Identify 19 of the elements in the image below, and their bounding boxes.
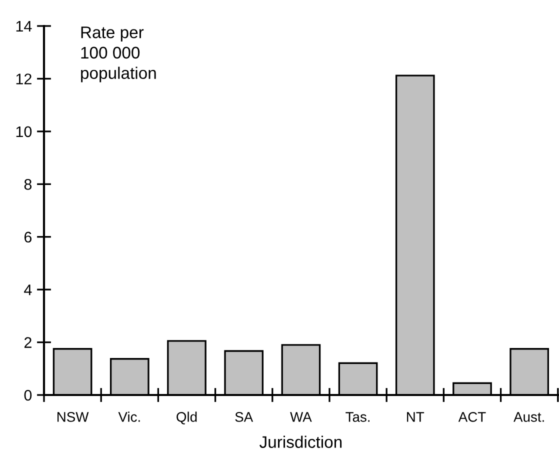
y-tick-label: 10 [16, 126, 32, 138]
x-tick-label: NT [407, 412, 424, 422]
y-tick-label: 4 [24, 284, 32, 296]
y-tick-label: 12 [16, 74, 32, 84]
y-tick-label: 14 [16, 21, 32, 32]
y-axis-title: Rate per 100 000 population [81, 26, 156, 82]
x-tick-label: Qld [176, 412, 197, 424]
y-tick-label: 0 [24, 390, 32, 401]
x-tick-label: SA [235, 412, 254, 422]
x-tick-label: WA [290, 412, 312, 422]
y-tick-label: 2 [24, 337, 32, 348]
x-tick-label: ACT [458, 412, 486, 422]
x-axis-title: Jurisdiction [260, 436, 342, 448]
y-tick-label: 8 [24, 179, 32, 190]
x-tick-label: Tas. [346, 412, 370, 422]
x-tick-label: Vic. [118, 412, 140, 422]
y-tick-label: 6 [24, 232, 32, 243]
x-tick-label: Aust. [514, 412, 544, 422]
x-tick-label: NSW [57, 412, 89, 422]
